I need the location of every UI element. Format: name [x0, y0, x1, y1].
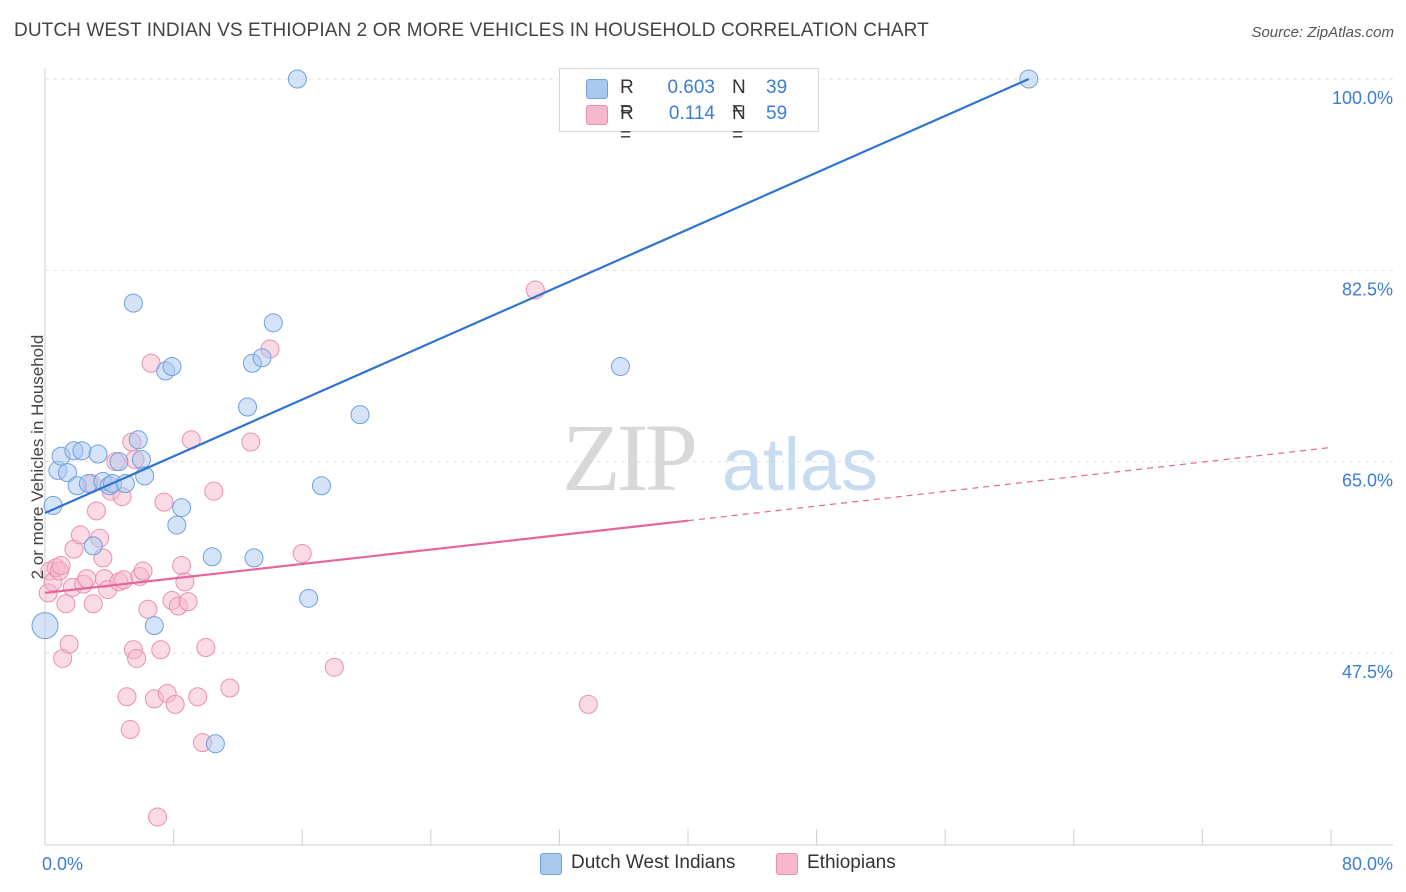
bottom-legend-label: Dutch West Indians [571, 852, 736, 873]
dutch-west-indians-point [287, 69, 307, 89]
axes [44, 68, 1393, 846]
ethiopians-point [196, 638, 216, 658]
dutch-west-indians-point [88, 444, 108, 464]
y-axis-label: 2 or more Vehicles in Household [28, 334, 47, 580]
bottom-legend-label: Ethiopians [807, 852, 896, 873]
watermark-atlas: atlas [722, 423, 878, 506]
dutch-west-indians-point [263, 313, 283, 333]
bottom-legend-swatch-blue [540, 853, 562, 875]
ethiopians-point [578, 694, 598, 714]
dutch-west-indians-point [299, 588, 319, 608]
dutch-west-indians-point [128, 430, 148, 450]
ethiopians-point [154, 492, 174, 512]
dutch-west-indians-point [109, 452, 129, 472]
dutch-west-indians-point [123, 293, 143, 313]
grid-lines [45, 78, 1393, 654]
legend-r-value: 0.114 [668, 103, 715, 124]
dutch-west-indians-points [31, 69, 1039, 754]
source-label: Source: ZipAtlas.com [1251, 24, 1394, 41]
ethiopians-point [114, 570, 134, 590]
ethiopians-point [188, 687, 208, 707]
y-tick-label: 82.5% [1342, 279, 1393, 299]
ethiopians-trend-extension [687, 446, 1332, 522]
ethiopians-point [241, 432, 261, 452]
ethiopians-point [133, 561, 153, 581]
ethiopians-point [220, 678, 240, 698]
dutch-west-indians-point [172, 498, 192, 518]
ethiopians-point [138, 599, 158, 619]
dutch-west-indians-point [72, 441, 92, 461]
dutch-west-indians-trend-line [44, 77, 1030, 515]
ethiopians-point [51, 556, 71, 576]
dutch-west-indians-point [162, 357, 182, 377]
dutch-west-indians-point [167, 515, 187, 535]
legend-n-label: N = [732, 103, 746, 146]
dutch-west-indians-point [311, 476, 331, 496]
legend-n-value: 39 [766, 77, 788, 98]
legend-r-label: R = [620, 103, 634, 146]
dutch-west-indians-point [58, 463, 78, 483]
y-tick-label: 100.0% [1332, 88, 1393, 108]
dutch-west-indians-point [610, 357, 630, 377]
x-tick-label-min: 0.0% [42, 854, 83, 874]
ethiopians-point [204, 481, 224, 501]
chart-title: DUTCH WEST INDIAN VS ETHIOPIAN 2 OR MORE… [14, 20, 929, 41]
ethiopians-point [148, 807, 168, 827]
y-tick-label: 65.0% [1342, 471, 1393, 491]
ethiopians-point [178, 592, 198, 612]
bottom-legend-swatch-pink [776, 853, 798, 875]
legend-swatch-blue [586, 79, 608, 99]
trend-lines [44, 77, 1332, 594]
ethiopians-point [172, 556, 192, 576]
watermark-zip: ZIP [562, 404, 695, 511]
ethiopians-point [324, 657, 344, 677]
dutch-west-indians-point [83, 536, 103, 556]
legend-r-value: 0.603 [667, 77, 715, 98]
watermark: ZIP atlas [562, 404, 878, 511]
legend-r-label: R = [620, 77, 634, 120]
ethiopians-point [83, 594, 103, 614]
dutch-west-indians-point [202, 547, 222, 567]
dutch-west-indians-point [350, 405, 370, 425]
ethiopians-point [86, 501, 106, 521]
dutch-west-indians-point [244, 548, 264, 568]
ethiopians-point [77, 569, 97, 589]
legend-swatch-pink [586, 105, 608, 125]
ethiopians-point [165, 694, 185, 714]
ethiopians-points [38, 280, 598, 827]
ethiopians-point [56, 594, 76, 614]
ethiopians-point [59, 634, 79, 654]
x-tick-label-max: 80.0% [1342, 854, 1393, 874]
ethiopians-point [292, 544, 312, 564]
ethiopians-point [117, 687, 137, 707]
dutch-west-indians-point [144, 616, 164, 636]
legend-n-value: 59 [766, 103, 788, 124]
tick-labels: 47.5% 65.0% 82.5% 100.0% 0.0% 80.0% [42, 88, 1393, 874]
dutch-west-indians-point [131, 449, 151, 469]
dutch-west-indians-point [238, 397, 258, 417]
stats-legend: R = 0.603 N = 39 R = 0.114 N = 59 [559, 68, 819, 146]
ethiopians-trend-line [44, 519, 689, 594]
dutch-west-indians-point [31, 612, 59, 640]
dutch-west-indians-point [252, 348, 272, 368]
ethiopians-point [151, 640, 171, 660]
ethiopians-point [120, 720, 140, 740]
legend-n-label: N = [732, 77, 746, 120]
ethiopians-point [127, 648, 147, 668]
dutch-west-indians-point [205, 734, 225, 754]
ethiopians-point [70, 525, 90, 545]
y-tick-label: 47.5% [1342, 662, 1393, 682]
